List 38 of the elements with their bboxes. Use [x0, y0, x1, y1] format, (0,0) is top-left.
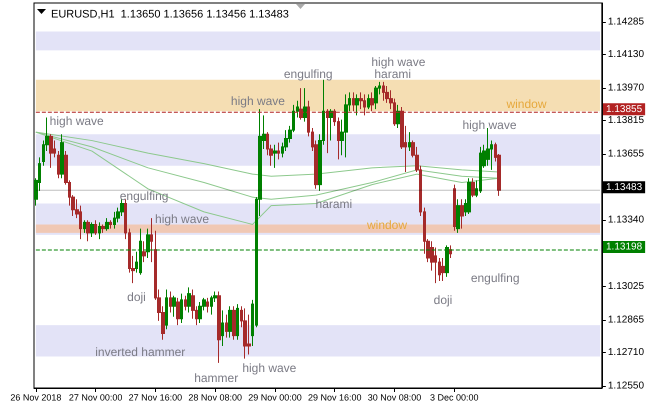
annotation: engulfing	[120, 189, 168, 203]
ref-line-label: 1.13855	[606, 104, 643, 115]
text: EURUSD,H1 1.13650 1.13656 1.13456 1.13483	[51, 8, 289, 20]
y-tick-label: 1.14285	[608, 16, 644, 28]
annotation: engulfing	[284, 67, 333, 81]
y-tick-label: 1.13025	[608, 280, 644, 292]
annotation: high wave	[155, 212, 210, 226]
annotation: hammer	[194, 371, 238, 385]
x-tick-label: 27 Nov 16:00	[128, 392, 182, 402]
y-tick-label: 1.12865	[608, 314, 644, 326]
annotation: inverted hammer	[95, 345, 186, 359]
annotation: high wave	[462, 118, 517, 132]
annotation: engulfing	[470, 271, 520, 285]
y-tick-label: 1.13815	[608, 115, 644, 126]
x-tick-label: 30 Nov 08:00	[368, 392, 422, 402]
annotation: harami	[316, 197, 352, 211]
annotation: harami	[374, 67, 412, 81]
x-tick-label: 27 Nov 00:00	[68, 392, 122, 402]
annotation: high wave	[230, 94, 286, 108]
y-tick-label: 1.12710	[608, 346, 644, 358]
y-tick-label: 1.13340	[608, 214, 644, 226]
x-tick-label: 29 Nov 16:00	[308, 392, 362, 402]
x-tick-label: 3 Dec 00:00	[430, 392, 479, 402]
x-tick-label: 26 Nov 2018	[10, 392, 62, 402]
annotation: doji	[127, 290, 146, 304]
ref-line-label: 1.13198	[606, 242, 643, 253]
y-tick-label: 1.12550	[608, 380, 644, 392]
ref-line-label: 1.13483	[606, 182, 643, 193]
x-tick-label: 29 Nov 00:00	[248, 392, 302, 402]
x-tick-label: 28 Nov 08:00	[188, 392, 242, 402]
y-tick-label: 1.14130	[608, 49, 644, 60]
y-tick-label: 1.13970	[608, 82, 644, 94]
annotation: doji	[434, 293, 452, 307]
annotation: high wave	[242, 361, 297, 375]
y-tick-label: 1.13655	[608, 148, 644, 160]
annotation: high wave	[50, 114, 104, 128]
annotation: high wave	[371, 55, 426, 69]
annotation: window	[505, 97, 547, 111]
